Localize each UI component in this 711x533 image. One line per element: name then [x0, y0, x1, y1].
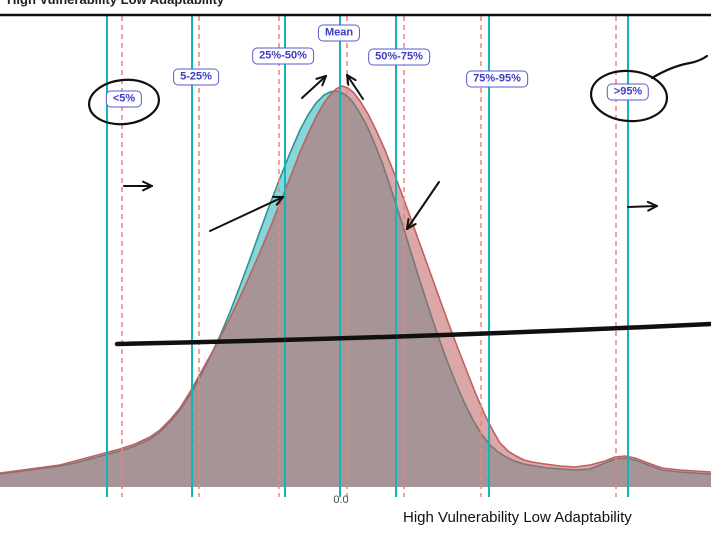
ink-circle-around-lt5 — [88, 78, 160, 126]
ink-arrow-right-flank-head-0 — [406, 218, 410, 230]
ink-arrow-right-flank — [406, 181, 440, 230]
ink-circle-around-gt95 — [589, 69, 669, 123]
ink-arrow-left-flank-head-0 — [275, 196, 284, 206]
ink-arrow-peak-left — [301, 75, 327, 99]
ink-arrow-right-region-shaft — [627, 205, 658, 208]
ink-arrow-peak-right-shaft — [346, 74, 364, 100]
ink-thick-line — [114, 321, 711, 347]
ink-tail-stroke — [650, 54, 709, 80]
ink-arrow-right-region-head-0 — [647, 205, 658, 212]
red-density-area — [0, 86, 711, 487]
ink-arrow-right-region-head-1 — [646, 200, 658, 207]
ink-arrow-peak-right-head-1 — [346, 74, 350, 86]
clipped-top-text: High Vulnerability Low Adaptability — [7, 0, 224, 7]
x-axis-title: High Vulnerability Low Adaptability — [403, 509, 632, 526]
ink-arrow-peak-right-head-0 — [346, 74, 357, 82]
ink-arrow-left-region — [123, 180, 153, 192]
ink-arrow-peak-left-head-1 — [315, 75, 327, 80]
ink-arrow-right-flank-head-1 — [406, 223, 417, 230]
ink-arrow-left-region-head-0 — [141, 185, 153, 192]
x-axis-tick-label: 0.0 — [333, 494, 349, 506]
red-density-outline — [0, 85, 711, 474]
ink-arrow-right-region — [627, 200, 658, 212]
ink-arrow-peak-left-shaft — [301, 75, 327, 99]
ink-arrow-peak-right — [346, 74, 364, 100]
ink-arrow-right-flank-shaft — [406, 181, 440, 230]
ink-arrow-left-flank — [209, 195, 284, 232]
ink-arrow-left-region-head-1 — [141, 180, 153, 187]
ink-arrow-peak-left-head-0 — [321, 75, 327, 87]
ink-arrow-left-flank-shaft — [209, 196, 284, 232]
